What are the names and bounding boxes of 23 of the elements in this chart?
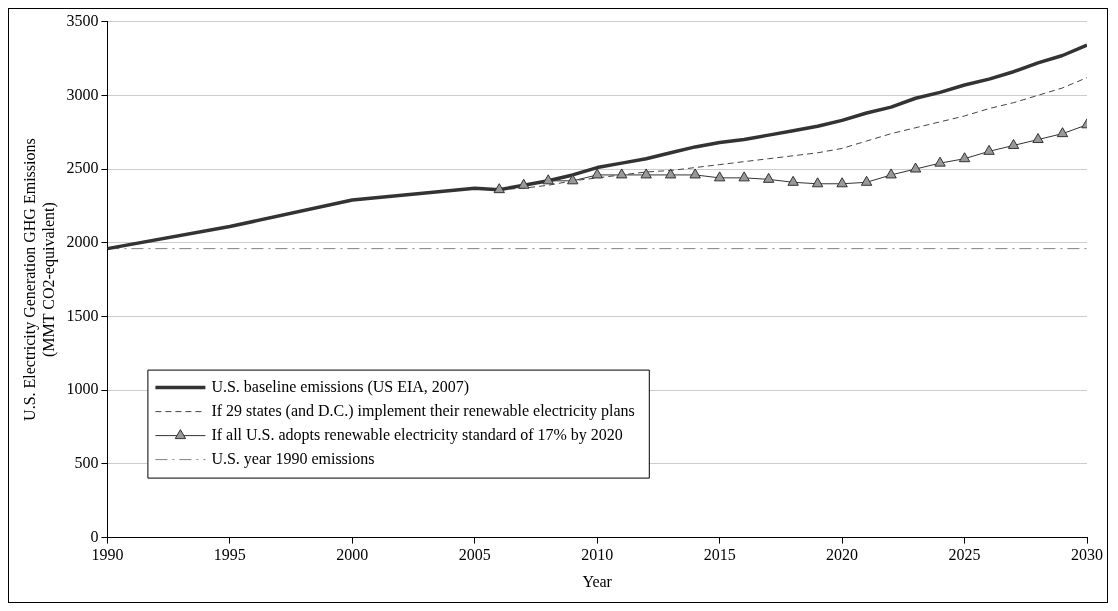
y-tick-label: 3000 [66,85,99,103]
legend-label: U.S. year 1990 emissions [211,449,375,468]
y-axis-title: U.S. Electricity Generation GHG Emissions (MMT CO2-equivalent) [20,138,58,421]
x-tick-label: 2020 [826,546,859,564]
x-tick-label: 1990 [91,546,124,564]
x-tick-label: 2030 [1071,546,1103,564]
x-axis-title: Year [582,572,613,590]
y-tick-label: 1000 [66,380,99,398]
y-tick-label: 1500 [66,306,99,324]
legend-label: If 29 states (and D.C.) implement their renewable electricity plans [211,401,635,420]
x-tick-label: 2025 [948,546,981,564]
legend-label: If all U.S. adopts renewable electricity standard of 17% by 2020 [211,425,623,444]
y-tick-label: 2500 [66,159,99,177]
y-tick-label: 3500 [66,11,99,29]
x-tick-label: 2010 [581,546,614,564]
y-tick-label: 2000 [66,232,99,250]
x-tick-label: 2005 [458,546,491,564]
x-tick-label: 1995 [213,546,246,564]
y-tick-label: 0 [90,527,99,545]
legend-label: U.S. baseline emissions (US EIA, 2007) [211,377,470,396]
y-tick-label: 500 [74,454,99,472]
x-tick-label: 2015 [703,546,736,564]
x-tick-label: 2000 [336,546,369,564]
